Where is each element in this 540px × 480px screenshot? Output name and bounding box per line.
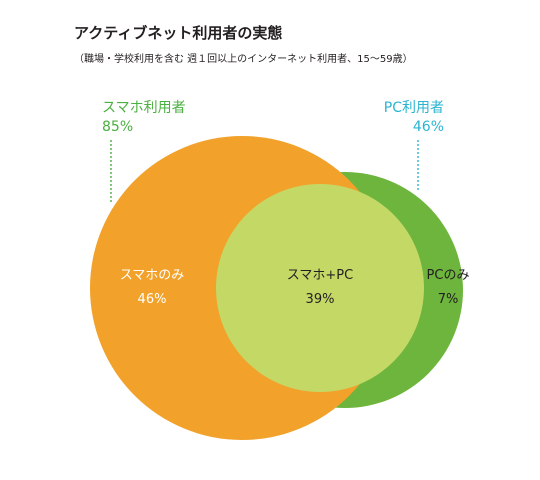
pc-callout-label: PC利用者: [383, 100, 444, 116]
overlap-region: [216, 184, 424, 392]
both-label: スマホ+PC 39%: [277, 264, 363, 312]
pc-only-name: PCのみ: [426, 268, 470, 283]
pc-only-value: 7%: [437, 292, 459, 307]
pc-callout-value: 46%: [412, 119, 444, 135]
smartphone-only-name: スマホのみ: [119, 268, 185, 283]
smartphone-only-label: スマホのみ 46%: [112, 264, 192, 312]
chart-subtitle: （職場・学校利用を含む 週１回以上のインターネット利用者、15〜59歳）: [74, 54, 413, 65]
smartphone-callout-value: 85%: [102, 119, 134, 135]
smartphone-callout: スマホ利用者 85%: [102, 99, 186, 137]
smartphone-only-value: 46%: [137, 292, 167, 307]
both-name: スマホ+PC: [286, 268, 354, 283]
pc-only-label: PCのみ 7%: [420, 264, 476, 312]
chart-title: アクティブネット利用者の実態: [74, 24, 283, 42]
pc-callout: PC利用者 46%: [372, 99, 444, 137]
both-value: 39%: [305, 292, 335, 307]
smartphone-callout-label: スマホ利用者: [102, 100, 186, 116]
